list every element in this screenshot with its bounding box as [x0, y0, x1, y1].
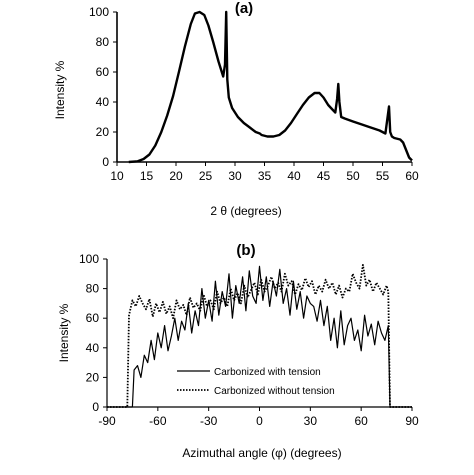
panel-a-series-line-xrd-profile	[128, 10, 413, 164]
panel-b-label: (b)	[236, 242, 255, 259]
panel-b-x-tick-label: 0	[256, 414, 263, 428]
panel-a-x-tick-label: 35	[258, 169, 272, 183]
panel-a-y-tick-label: 20	[96, 125, 110, 139]
panel-a: 10 15 20 25 30 35 40 45 50 55 60 0 20 40 60 80 100 (a) 2…	[53, 0, 419, 218]
panel-b-y-tick-label: 40	[86, 341, 100, 355]
panel-a-x-tick-label: 55	[376, 169, 390, 183]
panel-a-y-tick-label: 40	[96, 95, 110, 109]
legend: Carbonized with tension Carbonized witho…	[177, 367, 335, 397]
panel-b-y-tick-label: 20	[86, 370, 100, 384]
panel-b-y-tick-label: 0	[92, 400, 99, 414]
panel-b-x-axis-label: Azimuthal angle (φ) (degrees)	[182, 446, 341, 460]
panel-b-y-tick-label: 60	[86, 311, 100, 325]
panel-a-series	[128, 10, 413, 164]
panel-a-label: (a)	[235, 0, 253, 17]
legend-label-without-tension: Carbonized without tension	[214, 386, 335, 397]
panel-b-x-tick-label: 60	[354, 414, 368, 428]
panel-a-x-tick-label: 15	[140, 169, 154, 183]
panel-b-series	[107, 263, 412, 408]
panel-a-x-tick-label: 10	[110, 169, 124, 183]
panel-b-x-tick-label: -90	[98, 414, 116, 428]
panel-a-x-tick-label: 45	[317, 169, 331, 183]
legend-label-with-tension: Carbonized with tension	[214, 367, 321, 378]
panel-a-y-axis-label: Intensity %	[53, 60, 67, 119]
panel-b-y-tick-label: 100	[79, 252, 99, 266]
panel-b-x-tick-label: -60	[149, 414, 167, 428]
panel-a-x-tick-label: 25	[199, 169, 213, 183]
panel-a-x-tick-label: 40	[287, 169, 301, 183]
panel-a-y-tick-label: 80	[96, 35, 110, 49]
panel-b-series-line-with-tension	[107, 265, 412, 408]
panel-b-x-tick-label: 30	[304, 414, 318, 428]
panel-a-x-axis-label: 2 θ (degrees)	[210, 204, 281, 218]
legend-item-with-tension: Carbonized with tension	[177, 367, 321, 378]
panel-b-ticks: -90 -60 -30 0 30 60 90 0 20 40 60 80 100	[79, 252, 419, 428]
panel-a-x-tick-label: 60	[405, 169, 419, 183]
panel-a-y-tick-label: 100	[89, 5, 109, 19]
panel-b-y-axis-label: Intensity %	[57, 303, 71, 362]
panel-a-x-tick-label: 30	[228, 169, 242, 183]
panel-a-ticks: 10 15 20 25 30 35 40 45 50 55 60 0 20 40 60 80 100	[89, 5, 419, 183]
panel-a-y-tick-label: 60	[96, 65, 110, 79]
panel-a-x-tick-label: 20	[169, 169, 183, 183]
legend-item-without-tension: Carbonized without tension	[177, 386, 335, 397]
panel-a-y-tick-label: 0	[102, 155, 109, 169]
panel-a-x-tick-label: 50	[346, 169, 360, 183]
panel-b-x-tick-label: -30	[200, 414, 218, 428]
panel-b-y-tick-label: 80	[86, 282, 100, 296]
panel-b-x-tick-label: 90	[405, 414, 419, 428]
panel-b: -90 -60 -30 0 30 60 90 0 20 40 60 80 100 (b) Azimuth…	[57, 242, 419, 460]
